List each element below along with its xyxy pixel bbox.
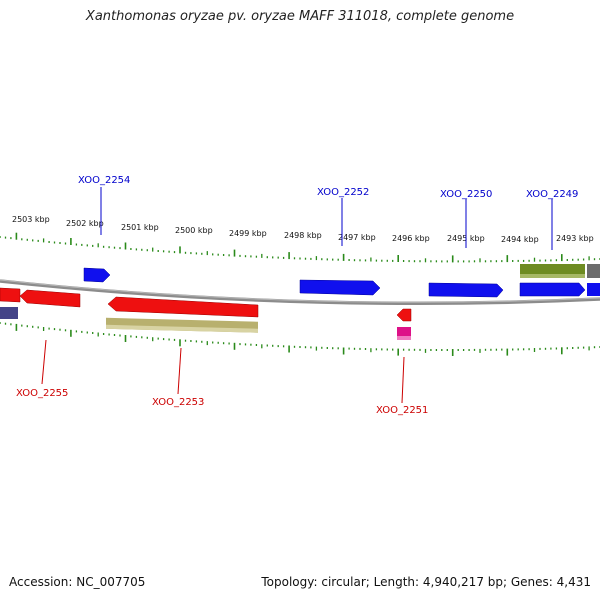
gene-arrow-xoo-2251[interactable] [396,308,412,322]
scale-ticks-top [0,232,600,263]
gene-arrow-xoo-2252[interactable] [299,279,381,296]
gene-arrow-xoo-2255[interactable] [19,289,81,308]
gene-block-blue-edge[interactable] [587,283,600,296]
gene-block-olive-shade [520,274,585,278]
gene-arrow-xoo-2254[interactable] [83,267,111,283]
callout-line [401,356,405,404]
gene-arrow-xoo-2250[interactable] [428,282,504,298]
gene-label-xoo-2251[interactable]: XOO_2251 [376,405,428,416]
gene-label-xoo-2252[interactable]: XOO_2252 [317,187,369,198]
scale-label: 2502 kbp [66,219,104,228]
scale-label: 2493 kbp [556,234,594,243]
scale-label: 2494 kbp [501,235,539,244]
scale-label: 2501 kbp [121,223,159,232]
callout-line [177,347,182,395]
gene-block-grey[interactable] [587,264,600,278]
scale-label: 2503 kbp [12,215,50,224]
gene-label-xoo-2254[interactable]: XOO_2254 [78,175,130,186]
scale-labels: 2503 kbp 2502 kbp 2501 kbp 2500 kbp 2499… [12,215,594,244]
callout-line [41,339,47,385]
gene-label-xoo-2255[interactable]: XOO_2255 [16,388,68,399]
accession-text: Accession: NC_007705 [9,575,146,589]
scale-label: 2498 kbp [284,231,322,240]
gene-arrow-xoo-2253-red[interactable] [107,296,259,318]
genome-title: Xanthomonas oryzae pv. oryzae MAFF 31101… [85,9,515,24]
scale-label: 2500 kbp [175,226,213,235]
gene-arrow-xoo-2249[interactable] [519,282,586,297]
scale-label: 2497 kbp [338,233,376,242]
scale-label: 2499 kbp [229,229,267,238]
gene-label-xoo-2249[interactable]: XOO_2249 [526,189,578,200]
gene-block-khaki-shade [106,324,258,333]
gene-arrow-red-edge[interactable] [0,287,21,303]
gene-label-xoo-2253[interactable]: XOO_2253 [152,397,204,408]
scale-label: 2496 kbp [392,234,430,243]
gene-block-magenta-shade [397,336,411,340]
genome-backbone-highlight [0,279,600,303]
genome-backbone [0,279,600,305]
genome-summary-text: Topology: circular; Length: 4,940,217 bp… [261,575,591,589]
gene-label-xoo-2250[interactable]: XOO_2250 [440,189,492,200]
gene-block-navy-edge[interactable] [0,307,18,319]
scale-ticks-bottom [0,322,600,356]
